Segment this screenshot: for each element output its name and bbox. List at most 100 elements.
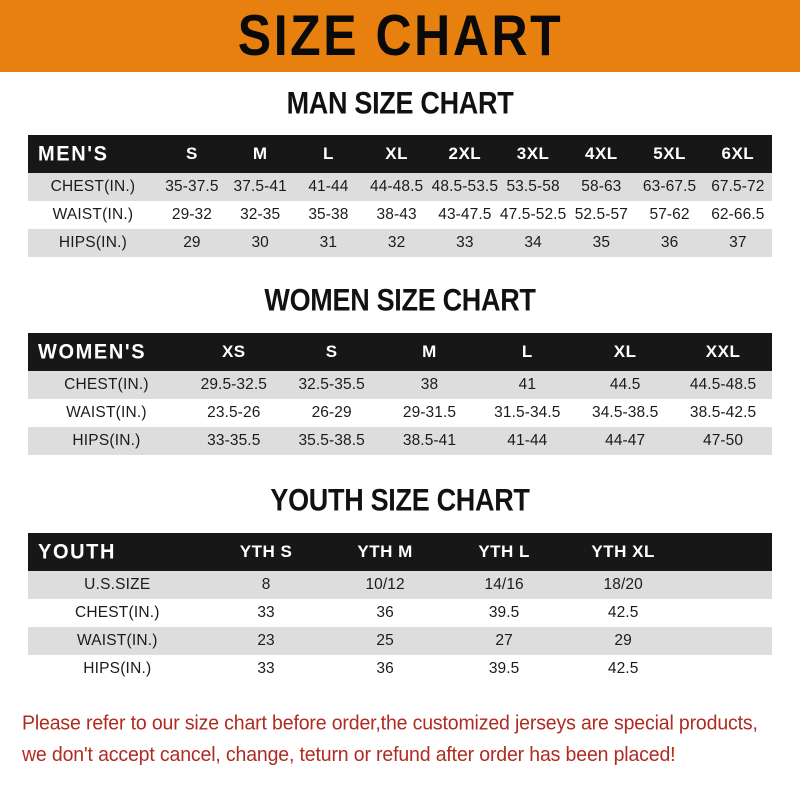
man-size-s: S — [186, 144, 198, 163]
youth-ussize-s: 8 — [261, 576, 271, 593]
table-row: HIPS(IN.) 29 30 31 32 33 34 35 36 37 — [28, 229, 772, 257]
women-chest-xxl: 44.5-48.5 — [689, 376, 757, 393]
man-size-xl: XL — [385, 144, 408, 163]
youth-waist-l: 27 — [495, 632, 513, 649]
man-waist-2xl: 43-47.5 — [438, 206, 492, 223]
youth-ussize-xl: 18/20 — [603, 576, 643, 593]
women-hips-s: 35.5-38.5 — [298, 432, 365, 449]
man-size-4xl: 4XL — [584, 144, 618, 163]
women-size-m: M — [422, 342, 437, 361]
youth-hips-s: 33 — [257, 660, 275, 677]
man-hips-xl: 32 — [387, 234, 406, 251]
banner: SIZE CHART — [0, 0, 800, 72]
youth-header-label: YOUTH — [38, 539, 116, 564]
youth-size-xl: YTH XL — [591, 542, 655, 561]
youth-row-ussize-label: U.S.SIZE — [84, 576, 151, 593]
man-table-wrap: MEN'S S M L XL 2XL 3XL 4XL 5XL 6XL CHEST… — [0, 135, 800, 257]
man-hips-4xl: 35 — [592, 234, 611, 251]
women-table-body: WOMEN'S XS S M L XL XXL CHEST(IN.) 29.5-… — [28, 333, 772, 455]
man-size-l: L — [322, 144, 334, 163]
man-size-2xl: 2XL — [448, 144, 482, 163]
women-chest-xs: 29.5-32.5 — [200, 376, 267, 393]
youth-size-table: YOUTH YTH S YTH M YTH L YTH XL U.S.SIZE … — [28, 533, 772, 683]
man-chest-s: 35-37.5 — [165, 178, 219, 195]
women-waist-l: 31.5-34.5 — [494, 404, 561, 421]
man-row-waist-label: WAIST(IN.) — [52, 206, 134, 223]
man-size-5xl: 5XL — [653, 144, 686, 163]
youth-chest-s: 33 — [257, 604, 275, 621]
youth-hips-m: 36 — [376, 660, 394, 677]
women-size-xxl: XXL — [705, 342, 741, 361]
man-header-row: MEN'S S M L XL 2XL 3XL 4XL 5XL 6XL — [28, 135, 772, 173]
women-chest-m: 38 — [420, 376, 439, 393]
man-chest-4xl: 58-63 — [581, 178, 622, 195]
man-hips-s: 29 — [183, 234, 201, 251]
women-waist-s: 26-29 — [311, 404, 352, 421]
youth-waist-s: 23 — [257, 632, 275, 649]
women-section-title: WOMEN SIZE CHART — [264, 282, 536, 318]
women-chest-s: 32.5-35.5 — [298, 376, 365, 393]
youth-row-waist-label: WAIST(IN.) — [76, 632, 158, 649]
women-size-xs: XS — [221, 342, 246, 361]
footer-note-line-1: Please refer to our size chart before or… — [22, 711, 758, 735]
man-waist-m: 32-35 — [240, 206, 281, 223]
man-header-label: MEN'S — [38, 141, 109, 166]
man-waist-5xl: 57-62 — [649, 206, 690, 223]
man-section-title: MAN SIZE CHART — [286, 85, 514, 121]
youth-ussize-spacer — [683, 571, 772, 599]
youth-waist-m: 25 — [376, 632, 394, 649]
youth-waist-spacer — [683, 627, 772, 655]
man-chest-6xl: 67.5-72 — [711, 178, 765, 195]
women-row-waist-label: WAIST(IN.) — [66, 404, 147, 421]
women-waist-xl: 34.5-38.5 — [591, 404, 659, 421]
man-row-chest-label: CHEST(IN.) — [50, 178, 136, 195]
women-size-xl: XL — [613, 342, 637, 361]
man-size-table: MEN'S S M L XL 2XL 3XL 4XL 5XL 6XL CHEST… — [28, 135, 772, 257]
table-row: WAIST(IN.) 29-32 32-35 35-38 38-43 43-47… — [28, 201, 772, 229]
youth-size-m: YTH M — [357, 542, 413, 561]
youth-ussize-m: 10/12 — [365, 576, 405, 593]
table-row: CHEST(IN.) 29.5-32.5 32.5-35.5 38 41 44.… — [28, 371, 772, 399]
youth-row-chest-label: CHEST(IN.) — [74, 604, 160, 621]
man-hips-m: 30 — [251, 234, 269, 251]
table-row: WAIST(IN.) 23.5-26 26-29 29-31.5 31.5-34… — [28, 399, 772, 427]
table-row: HIPS(IN.) 33-35.5 35.5-38.5 38.5-41 41-4… — [28, 427, 772, 455]
man-waist-3xl: 47.5-52.5 — [499, 206, 567, 223]
youth-hips-xl: 42.5 — [607, 660, 639, 677]
man-hips-5xl: 36 — [660, 234, 679, 251]
youth-header-row: YOUTH YTH S YTH M YTH L YTH XL — [28, 533, 772, 571]
women-size-l: L — [521, 342, 533, 361]
women-size-table: WOMEN'S XS S M L XL XXL CHEST(IN.) 29.5-… — [28, 333, 772, 455]
man-hips-3xl: 34 — [524, 234, 542, 251]
women-hips-xxl: 47-50 — [702, 432, 744, 449]
footer-note: Please refer to our size chart before or… — [22, 707, 778, 771]
man-waist-l: 35-38 — [308, 206, 349, 223]
table-row: CHEST(IN.) 33 36 39.5 42.5 — [28, 599, 772, 627]
youth-ussize-l: 14/16 — [484, 576, 524, 593]
youth-table-wrap: YOUTH YTH S YTH M YTH L YTH XL U.S.SIZE … — [0, 533, 800, 683]
table-row: HIPS(IN.) 33 36 39.5 42.5 — [28, 655, 772, 683]
man-hips-l: 31 — [319, 234, 338, 251]
man-hips-2xl: 33 — [456, 234, 474, 251]
youth-chest-spacer — [683, 599, 772, 627]
man-chest-3xl: 53.5-58 — [506, 178, 560, 195]
youth-hips-l: 39.5 — [488, 660, 520, 677]
table-row: U.S.SIZE 8 10/12 14/16 18/20 — [28, 571, 772, 599]
man-chest-m: 37.5-41 — [233, 178, 287, 195]
man-chest-xl: 44-48.5 — [369, 178, 424, 195]
man-waist-6xl: 62-66.5 — [711, 206, 765, 223]
man-size-m: M — [252, 144, 268, 163]
youth-size-l: YTH L — [478, 542, 530, 561]
women-hips-l: 41-44 — [507, 432, 548, 449]
women-row-hips-label: HIPS(IN.) — [72, 432, 141, 449]
youth-size-s: YTH S — [239, 542, 293, 561]
women-waist-xs: 23.5-26 — [207, 404, 261, 421]
man-chest-5xl: 63-67.5 — [642, 178, 697, 195]
man-hips-6xl: 37 — [729, 234, 747, 251]
man-row-hips-label: HIPS(IN.) — [58, 234, 127, 251]
man-waist-xl: 38-43 — [376, 206, 417, 223]
banner-title: SIZE CHART — [237, 3, 563, 68]
youth-header-spacer — [683, 533, 772, 571]
women-header-label: WOMEN'S — [38, 339, 147, 364]
